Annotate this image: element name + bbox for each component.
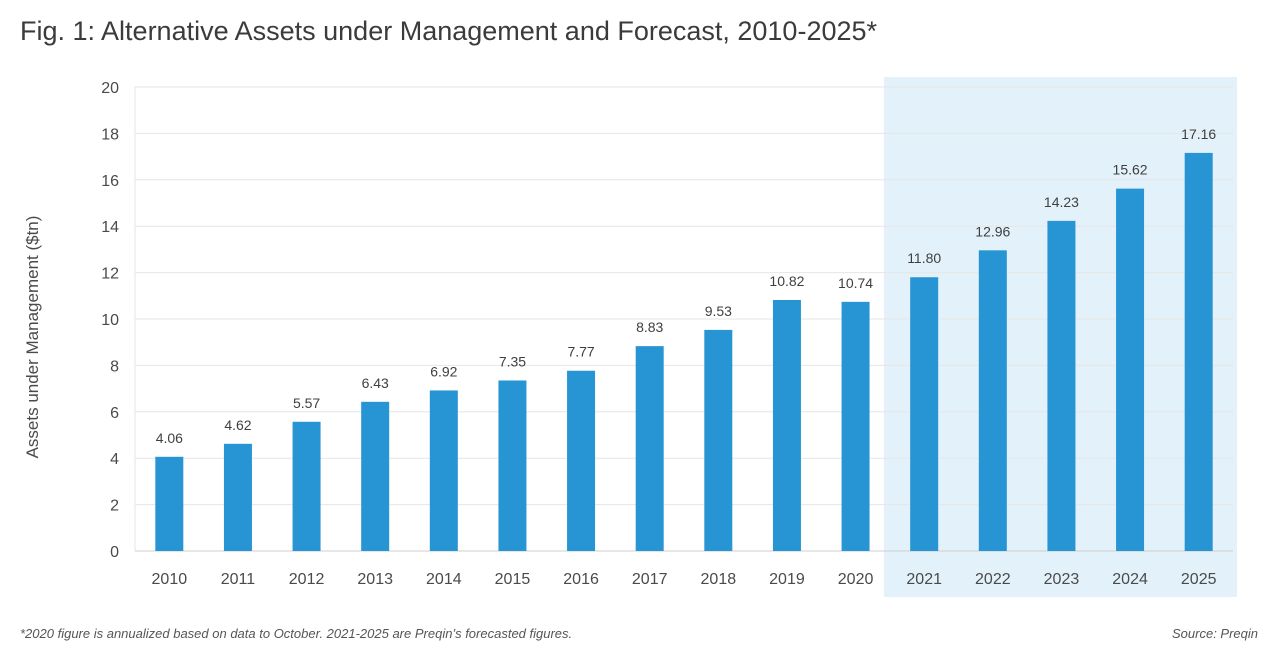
bar-2021 xyxy=(910,277,939,551)
x-tick-label-2021: 2021 xyxy=(906,571,942,588)
source-note: Source: Preqin xyxy=(1172,626,1258,641)
x-axis-ticks: 2010 2011 2012 2013 2014 2015 2016 2017 2018 2019… xyxy=(152,571,1217,588)
data-label-2013: 6.43 xyxy=(362,375,389,391)
bar-2014 xyxy=(429,390,458,551)
y-tick-label: 16 xyxy=(101,173,119,190)
x-tick-label-2011: 2011 xyxy=(221,571,256,588)
y-tick-label: 20 xyxy=(101,80,119,97)
y-tick-label: 6 xyxy=(110,405,119,422)
bar-2019 xyxy=(772,299,801,551)
x-tick-label-2025: 2025 xyxy=(1181,571,1217,588)
bar-2015 xyxy=(498,380,527,551)
data-label-2016: 7.77 xyxy=(567,344,594,360)
y-axis-ticks: 0 2 4 6 8 10 12 14 16 18 20 xyxy=(101,80,119,561)
y-tick-label: 14 xyxy=(101,219,119,236)
data-label-2012: 5.57 xyxy=(293,395,320,411)
bar-2020 xyxy=(841,301,870,551)
y-tick-label: 4 xyxy=(110,451,119,468)
data-label-2015: 7.35 xyxy=(499,353,526,369)
data-label-2018: 9.53 xyxy=(705,303,732,319)
x-tick-label-2015: 2015 xyxy=(495,571,531,588)
x-tick-label-2024: 2024 xyxy=(1112,571,1148,588)
y-tick-label: 10 xyxy=(101,312,119,329)
bar-2016 xyxy=(567,370,596,551)
y-tick-label: 12 xyxy=(101,266,119,283)
bar-2013 xyxy=(361,401,390,551)
bars xyxy=(155,152,1213,551)
x-tick-label-2012: 2012 xyxy=(289,571,325,588)
bar-2017 xyxy=(635,346,664,551)
y-tick-label: 0 xyxy=(110,544,119,561)
bar-2025 xyxy=(1184,152,1213,551)
x-tick-label-2023: 2023 xyxy=(1044,571,1080,588)
x-tick-label-2013: 2013 xyxy=(357,571,393,588)
y-tick-label: 8 xyxy=(110,358,119,375)
x-tick-label-2010: 2010 xyxy=(152,571,188,588)
bar-2022 xyxy=(978,250,1007,551)
x-tick-label-2022: 2022 xyxy=(975,571,1011,588)
bar-2024 xyxy=(1116,188,1145,551)
data-label-2019: 10.82 xyxy=(769,273,804,289)
chart-title: Fig. 1: Alternative Assets under Managem… xyxy=(20,16,878,46)
data-label-2011: 4.62 xyxy=(224,417,251,433)
data-label-2017: 8.83 xyxy=(636,319,663,335)
data-label-2023: 14.23 xyxy=(1044,194,1079,210)
bar-2010 xyxy=(155,456,184,551)
data-label-2022: 12.96 xyxy=(975,223,1010,239)
bar-2011 xyxy=(223,443,252,551)
data-label-2024: 15.62 xyxy=(1113,162,1148,178)
data-label-2020: 10.74 xyxy=(838,275,873,291)
data-label-2014: 6.92 xyxy=(430,363,457,379)
x-tick-label-2018: 2018 xyxy=(701,571,737,588)
bar-2018 xyxy=(704,329,733,551)
x-tick-label-2014: 2014 xyxy=(426,571,462,588)
footnote: *2020 figure is annualized based on data… xyxy=(20,626,573,641)
x-tick-label-2017: 2017 xyxy=(632,571,668,588)
x-tick-label-2020: 2020 xyxy=(838,571,874,588)
data-label-2021: 11.80 xyxy=(907,250,941,266)
data-label-2010: 4.06 xyxy=(156,430,183,446)
bar-2012 xyxy=(292,421,321,551)
y-tick-label: 18 xyxy=(101,126,119,143)
data-label-2025: 17.16 xyxy=(1181,126,1216,142)
x-tick-label-2016: 2016 xyxy=(563,571,599,588)
x-tick-label-2019: 2019 xyxy=(769,571,805,588)
bar-2023 xyxy=(1047,220,1076,551)
y-axis-label: Assets under Management ($tn) xyxy=(23,216,42,459)
y-tick-label: 2 xyxy=(110,498,119,515)
bar-chart: 0 2 4 6 8 10 12 14 16 18 20 Assets under Managemen… xyxy=(23,77,1237,597)
data-labels: 4.06 4.62 5.57 6.43 6.92 7.35 7.77 8.83 9.53 10.8… xyxy=(156,126,1217,446)
